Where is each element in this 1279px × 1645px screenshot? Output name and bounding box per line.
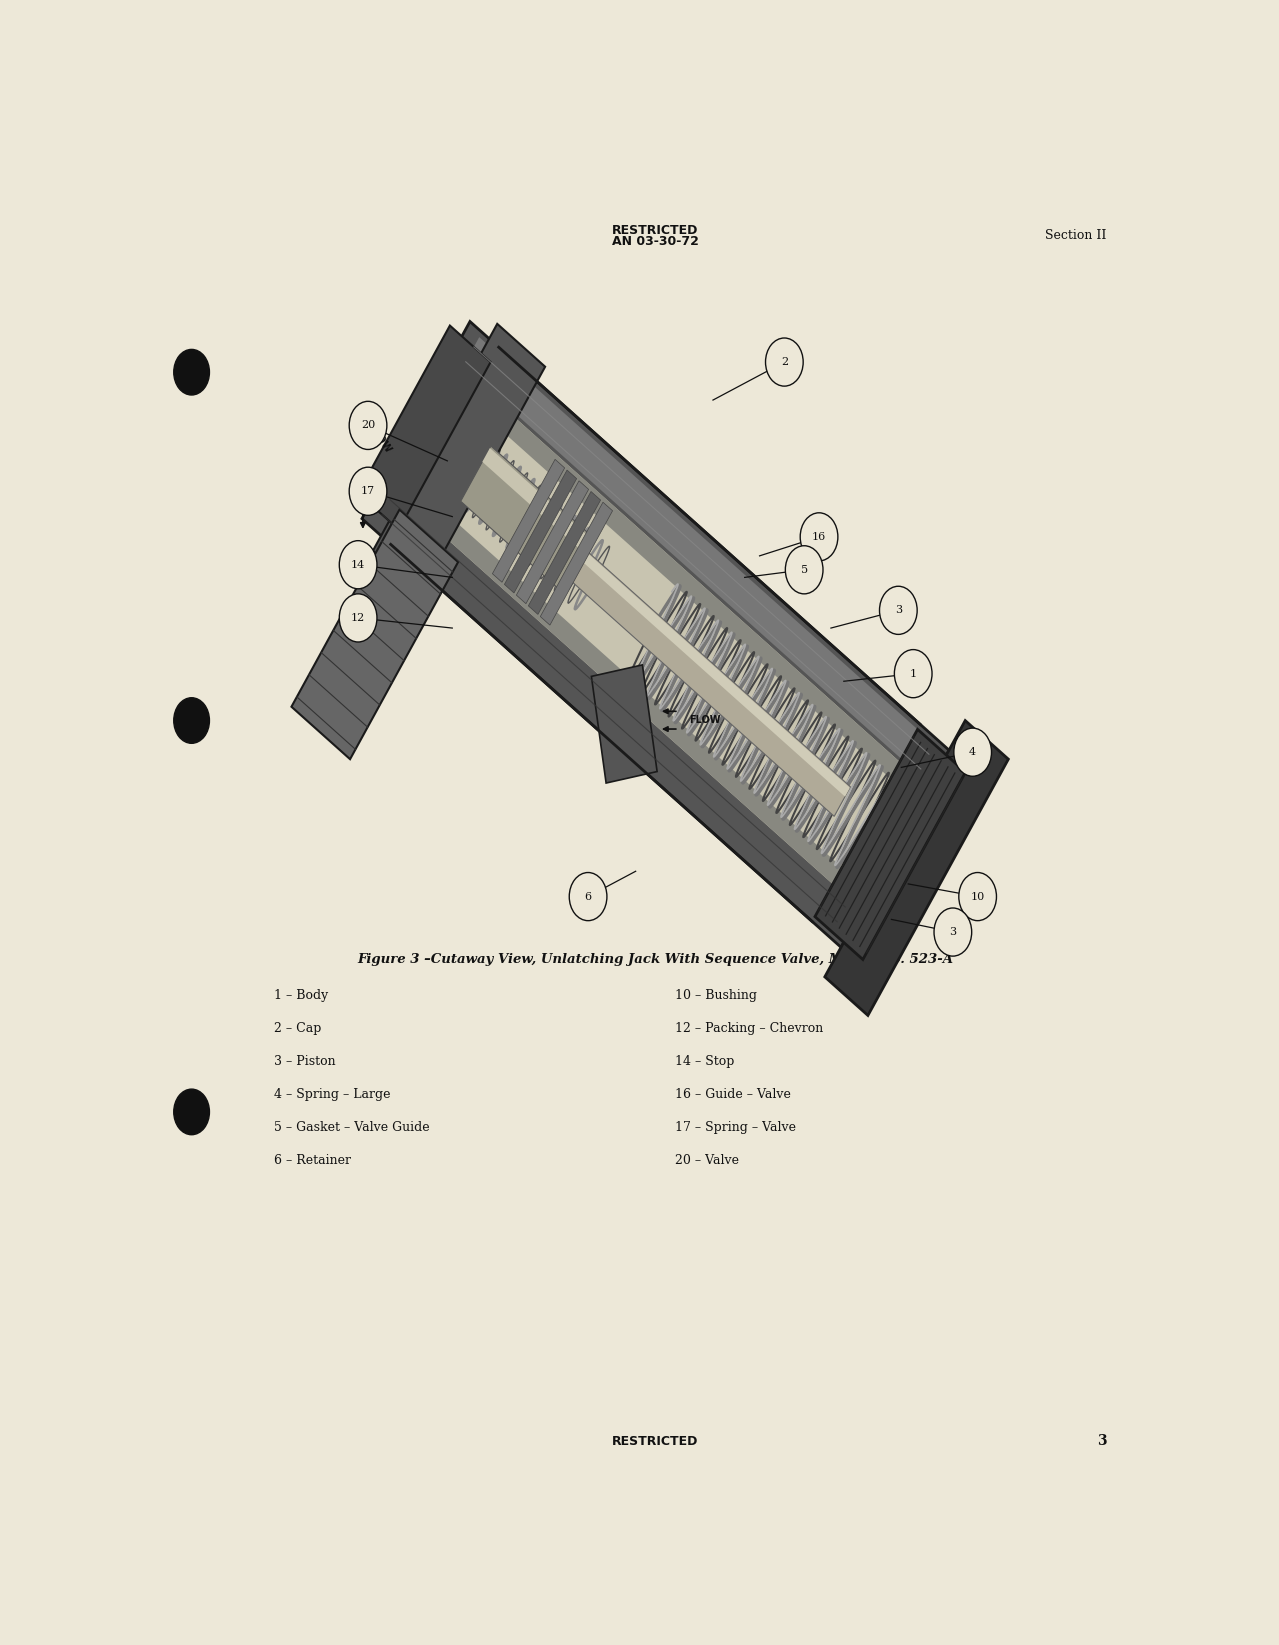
Polygon shape [412, 490, 842, 883]
Circle shape [934, 908, 972, 956]
Circle shape [880, 586, 917, 635]
Text: 14: 14 [350, 559, 366, 569]
Circle shape [569, 872, 608, 921]
Circle shape [785, 546, 822, 594]
Text: 14 – Stop: 14 – Stop [675, 1054, 734, 1068]
Text: 12: 12 [350, 614, 366, 623]
Circle shape [766, 337, 803, 387]
Polygon shape [825, 721, 1008, 1015]
Text: RESTRICTED: RESTRICTED [613, 224, 698, 237]
Text: 2 – Cap: 2 – Cap [274, 1022, 321, 1035]
Circle shape [801, 513, 838, 561]
Text: 5: 5 [801, 564, 808, 574]
Text: 2: 2 [780, 357, 788, 367]
Polygon shape [514, 492, 849, 796]
Circle shape [339, 594, 377, 642]
Polygon shape [540, 502, 613, 625]
Text: 5 – Gasket – Valve Guide: 5 – Gasket – Valve Guide [274, 1120, 430, 1133]
Polygon shape [815, 729, 966, 959]
Text: 3: 3 [895, 605, 902, 615]
Text: Section II: Section II [1045, 229, 1106, 242]
Text: RESTRICTED: RESTRICTED [613, 1434, 698, 1448]
Circle shape [959, 872, 996, 921]
Text: 20 – Valve: 20 – Valve [675, 1153, 739, 1166]
Text: 4 – Spring – Large: 4 – Spring – Large [274, 1087, 390, 1101]
Text: 10: 10 [971, 892, 985, 901]
Polygon shape [492, 459, 564, 582]
Text: 3: 3 [949, 928, 957, 938]
Polygon shape [482, 447, 593, 554]
Circle shape [174, 1089, 210, 1135]
Text: 1 – Body: 1 – Body [274, 989, 329, 1002]
Text: 6: 6 [585, 892, 592, 901]
Circle shape [174, 349, 210, 395]
Text: 17: 17 [361, 487, 375, 497]
Text: 12 – Packing – Chevron: 12 – Packing – Chevron [675, 1022, 824, 1035]
Text: AN 03-30-72: AN 03-30-72 [613, 235, 698, 248]
Polygon shape [591, 665, 657, 783]
Polygon shape [528, 492, 601, 615]
Text: 3 – Piston: 3 – Piston [274, 1054, 335, 1068]
Polygon shape [358, 326, 491, 530]
Polygon shape [504, 470, 577, 592]
Text: 16: 16 [812, 531, 826, 541]
Text: FLOW: FLOW [367, 423, 393, 454]
Polygon shape [412, 385, 899, 883]
Text: 16 – Guide – Valve: 16 – Guide – Valve [675, 1087, 792, 1101]
Text: 10 – Bushing: 10 – Bushing [675, 989, 757, 1002]
Polygon shape [504, 490, 851, 816]
Polygon shape [362, 321, 949, 948]
Text: 17 – Spring – Valve: 17 – Spring – Valve [675, 1120, 797, 1133]
Text: 1: 1 [909, 668, 917, 679]
Circle shape [349, 467, 386, 515]
Text: 3: 3 [1097, 1434, 1106, 1448]
Polygon shape [460, 446, 593, 594]
Circle shape [174, 697, 210, 744]
Circle shape [954, 729, 991, 776]
Polygon shape [469, 385, 899, 778]
Polygon shape [373, 324, 545, 594]
Circle shape [894, 650, 932, 697]
Text: FLOW: FLOW [688, 716, 720, 725]
Text: Figure 3 –Cutaway View, Unlatching Jack With Sequence Valve, Model No. 523-A: Figure 3 –Cutaway View, Unlatching Jack … [358, 954, 953, 966]
Text: 4: 4 [969, 747, 976, 757]
Polygon shape [517, 480, 588, 604]
Circle shape [349, 401, 386, 449]
Polygon shape [292, 510, 458, 760]
Polygon shape [463, 337, 935, 773]
Text: 20: 20 [361, 421, 375, 431]
Circle shape [339, 541, 377, 589]
Text: 6 – Retainer: 6 – Retainer [274, 1153, 350, 1166]
